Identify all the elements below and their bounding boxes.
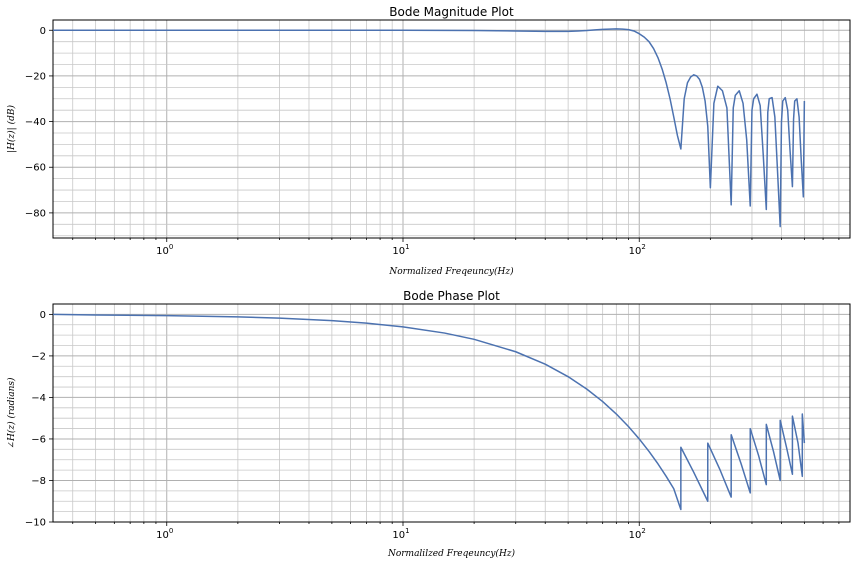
- y-axis-label: ∠H(z) (radians): [6, 377, 17, 449]
- chart-title: Bode Phase Plot: [403, 289, 500, 303]
- y-axis-label: |H(z)| (dB): [6, 105, 17, 153]
- x-tick-label: 100: [156, 527, 173, 541]
- y-tick-label: −60: [25, 163, 46, 174]
- y-tick-label: 0: [40, 26, 46, 37]
- x-axis-label: Normalilzed Freqeuncy(Hz): [387, 548, 516, 559]
- chart-title: Bode Magnitude Plot: [389, 5, 514, 19]
- y-tick-label: −10: [25, 518, 46, 529]
- x-tick-label: 102: [629, 243, 646, 257]
- y-tick-label: −8: [31, 476, 46, 487]
- axes-frame: [52, 19, 851, 239]
- x-tick-label: 101: [392, 527, 409, 541]
- axes-frame: [52, 303, 851, 523]
- y-tick-label: −40: [25, 117, 46, 128]
- x-tick-label: 102: [629, 527, 646, 541]
- grid: [53, 20, 850, 238]
- y-tick-label: −80: [25, 208, 46, 219]
- series-line: [52, 313, 806, 511]
- y-tick-label: −20: [25, 71, 46, 82]
- series-line: [53, 28, 806, 228]
- x-tick-label: 100: [156, 243, 173, 257]
- x-axis-label: Normalized Freqeuncy(Hz): [388, 266, 514, 277]
- y-tick-label: −4: [31, 393, 46, 404]
- y-tick-label: 0: [40, 310, 46, 321]
- y-tick-label: −6: [31, 434, 46, 445]
- y-tick-label: −2: [31, 351, 46, 362]
- phase-plot: 100 101 102 0 −2 −4 −6 −8 −10 Bode Phase Plot Norm…: [6, 289, 851, 559]
- x-tick-label: 101: [392, 243, 409, 257]
- magnitude-plot: 100 101 102 0 −20 −40 −60 −80 Bode Magnitude Plo…: [6, 5, 851, 277]
